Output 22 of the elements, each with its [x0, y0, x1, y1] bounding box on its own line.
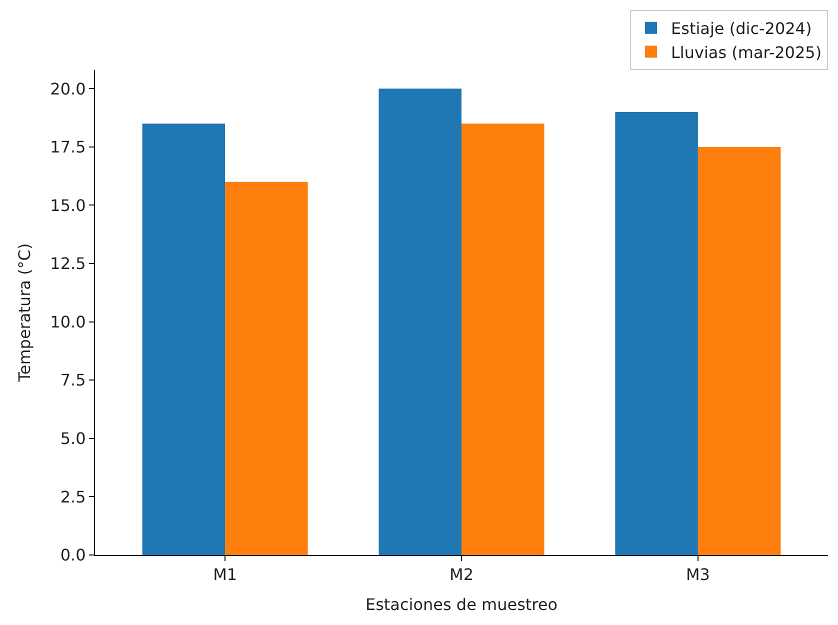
x-tick-label: M1 — [213, 565, 238, 584]
bar — [225, 182, 308, 555]
legend-label: Lluvias (mar-2025) — [671, 42, 822, 62]
bar — [142, 124, 226, 555]
y-tick-label: 20.0 — [50, 79, 86, 98]
x-tick-label: M3 — [686, 565, 710, 584]
bar — [462, 124, 544, 555]
y-tick-label: 5.0 — [60, 429, 86, 448]
y-tick-label: 2.5 — [60, 487, 86, 506]
bar — [615, 112, 698, 555]
y-tick-label: 10.0 — [50, 312, 86, 332]
y-tick-label: 0.0 — [60, 546, 86, 565]
y-tick-label: 17.5 — [50, 138, 86, 157]
legend-label: Estiaje (dic-2024) — [671, 19, 812, 38]
bar — [378, 88, 462, 555]
y-tick-label: 15.0 — [50, 196, 86, 215]
x-tick-label: M2 — [450, 565, 474, 584]
y-tick-label: 12.5 — [50, 254, 86, 274]
y-axis-title: Temperatura (°C) — [15, 243, 34, 383]
x-axis-title: Estaciones de muestreo — [365, 594, 558, 614]
y-tick-label: 7.5 — [60, 370, 86, 390]
bar — [698, 146, 781, 555]
